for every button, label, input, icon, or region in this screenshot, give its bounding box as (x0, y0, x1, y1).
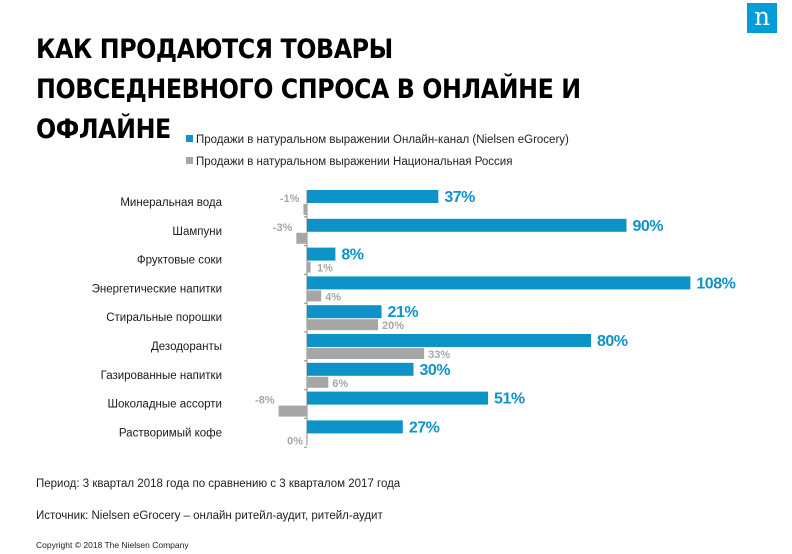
legend-swatch-online (186, 135, 193, 142)
category-label-cat-1: Минеральная вода (120, 197, 222, 209)
category-label-cat-9: Растворимый кофе (119, 427, 222, 439)
bar-national-cat-2 (296, 232, 307, 244)
legend-item-national: Продажи в натуральном выражении Национал… (186, 156, 512, 168)
data-label-national-cat-7: 6% (332, 378, 348, 390)
data-label-online-cat-4: 108% (696, 275, 735, 292)
data-label-national-cat-8: -8% (255, 395, 275, 407)
data-label-online-cat-5: 21% (388, 304, 419, 321)
data-label-national-cat-6: 33% (428, 349, 450, 361)
data-label-online-cat-9: 27% (409, 419, 440, 436)
data-label-national-cat-4: 4% (325, 291, 341, 303)
bar-online-cat-8 (307, 391, 489, 405)
copyright: Copyright © 2018 The Nielsen Company (36, 540, 189, 550)
data-label-online-cat-7: 30% (420, 362, 451, 379)
source-note: Источник: Nielsen eGrocery – онлайн рите… (36, 510, 383, 522)
bar-online-cat-7 (307, 362, 414, 376)
category-label-cat-8: Шоколадные ассорти (107, 399, 222, 411)
legend-item-online: Продажи в натуральном выражении Онлайн-к… (186, 134, 569, 146)
data-label-national-cat-1: -1% (280, 193, 300, 205)
bar-national-cat-8 (278, 405, 307, 417)
bar-national-cat-4 (307, 290, 322, 302)
slide-title: Как продаются товары повседневного спрос… (36, 34, 581, 145)
nielsen-logo: n (747, 3, 777, 33)
data-label-online-cat-8: 51% (494, 391, 525, 408)
bar-online-cat-6 (307, 334, 591, 347)
category-label-cat-7: Газированные напитки (101, 370, 222, 382)
legend-label-national: Продажи в натуральном выражении Национал… (196, 156, 513, 168)
category-label-cat-4: Энергетические напитки (92, 283, 222, 295)
data-label-national-cat-9: 0% (287, 435, 303, 447)
data-label-national-cat-5: 20% (382, 320, 404, 332)
period-note: Период: 3 квартал 2018 года по сравнению… (36, 478, 401, 490)
bar-online-cat-3 (307, 247, 336, 261)
bar-national-cat-1 (303, 204, 307, 215)
bar-national-cat-7 (307, 376, 329, 388)
category-label-cat-3: Фруктовые соки (137, 255, 222, 267)
bar-online-cat-9 (307, 420, 403, 434)
bar-national-cat-5 (307, 319, 378, 331)
bar-national-cat-6 (307, 348, 425, 359)
category-label-cat-2: Шампуни (172, 226, 222, 238)
data-label-online-cat-1: 37% (444, 189, 475, 206)
bar-online-cat-2 (307, 218, 627, 232)
category-label-cat-5: Стиральные порошки (106, 312, 222, 324)
bar-online-cat-5 (307, 305, 382, 319)
bar-online-cat-4 (307, 276, 691, 290)
legend-swatch-national (186, 157, 193, 164)
data-label-online-cat-2: 90% (633, 218, 664, 235)
data-label-national-cat-2: -3% (273, 222, 293, 234)
data-label-online-cat-6: 80% (597, 333, 628, 350)
bar-online-cat-1 (307, 190, 439, 203)
data-label-national-cat-3: 1% (317, 263, 333, 275)
legend-label-online: Продажи в натуральном выражении Онлайн-к… (196, 134, 569, 146)
bar-national-cat-3 (307, 261, 311, 273)
data-label-online-cat-3: 8% (341, 247, 363, 264)
category-label-cat-6: Дезодоранты (151, 341, 222, 353)
